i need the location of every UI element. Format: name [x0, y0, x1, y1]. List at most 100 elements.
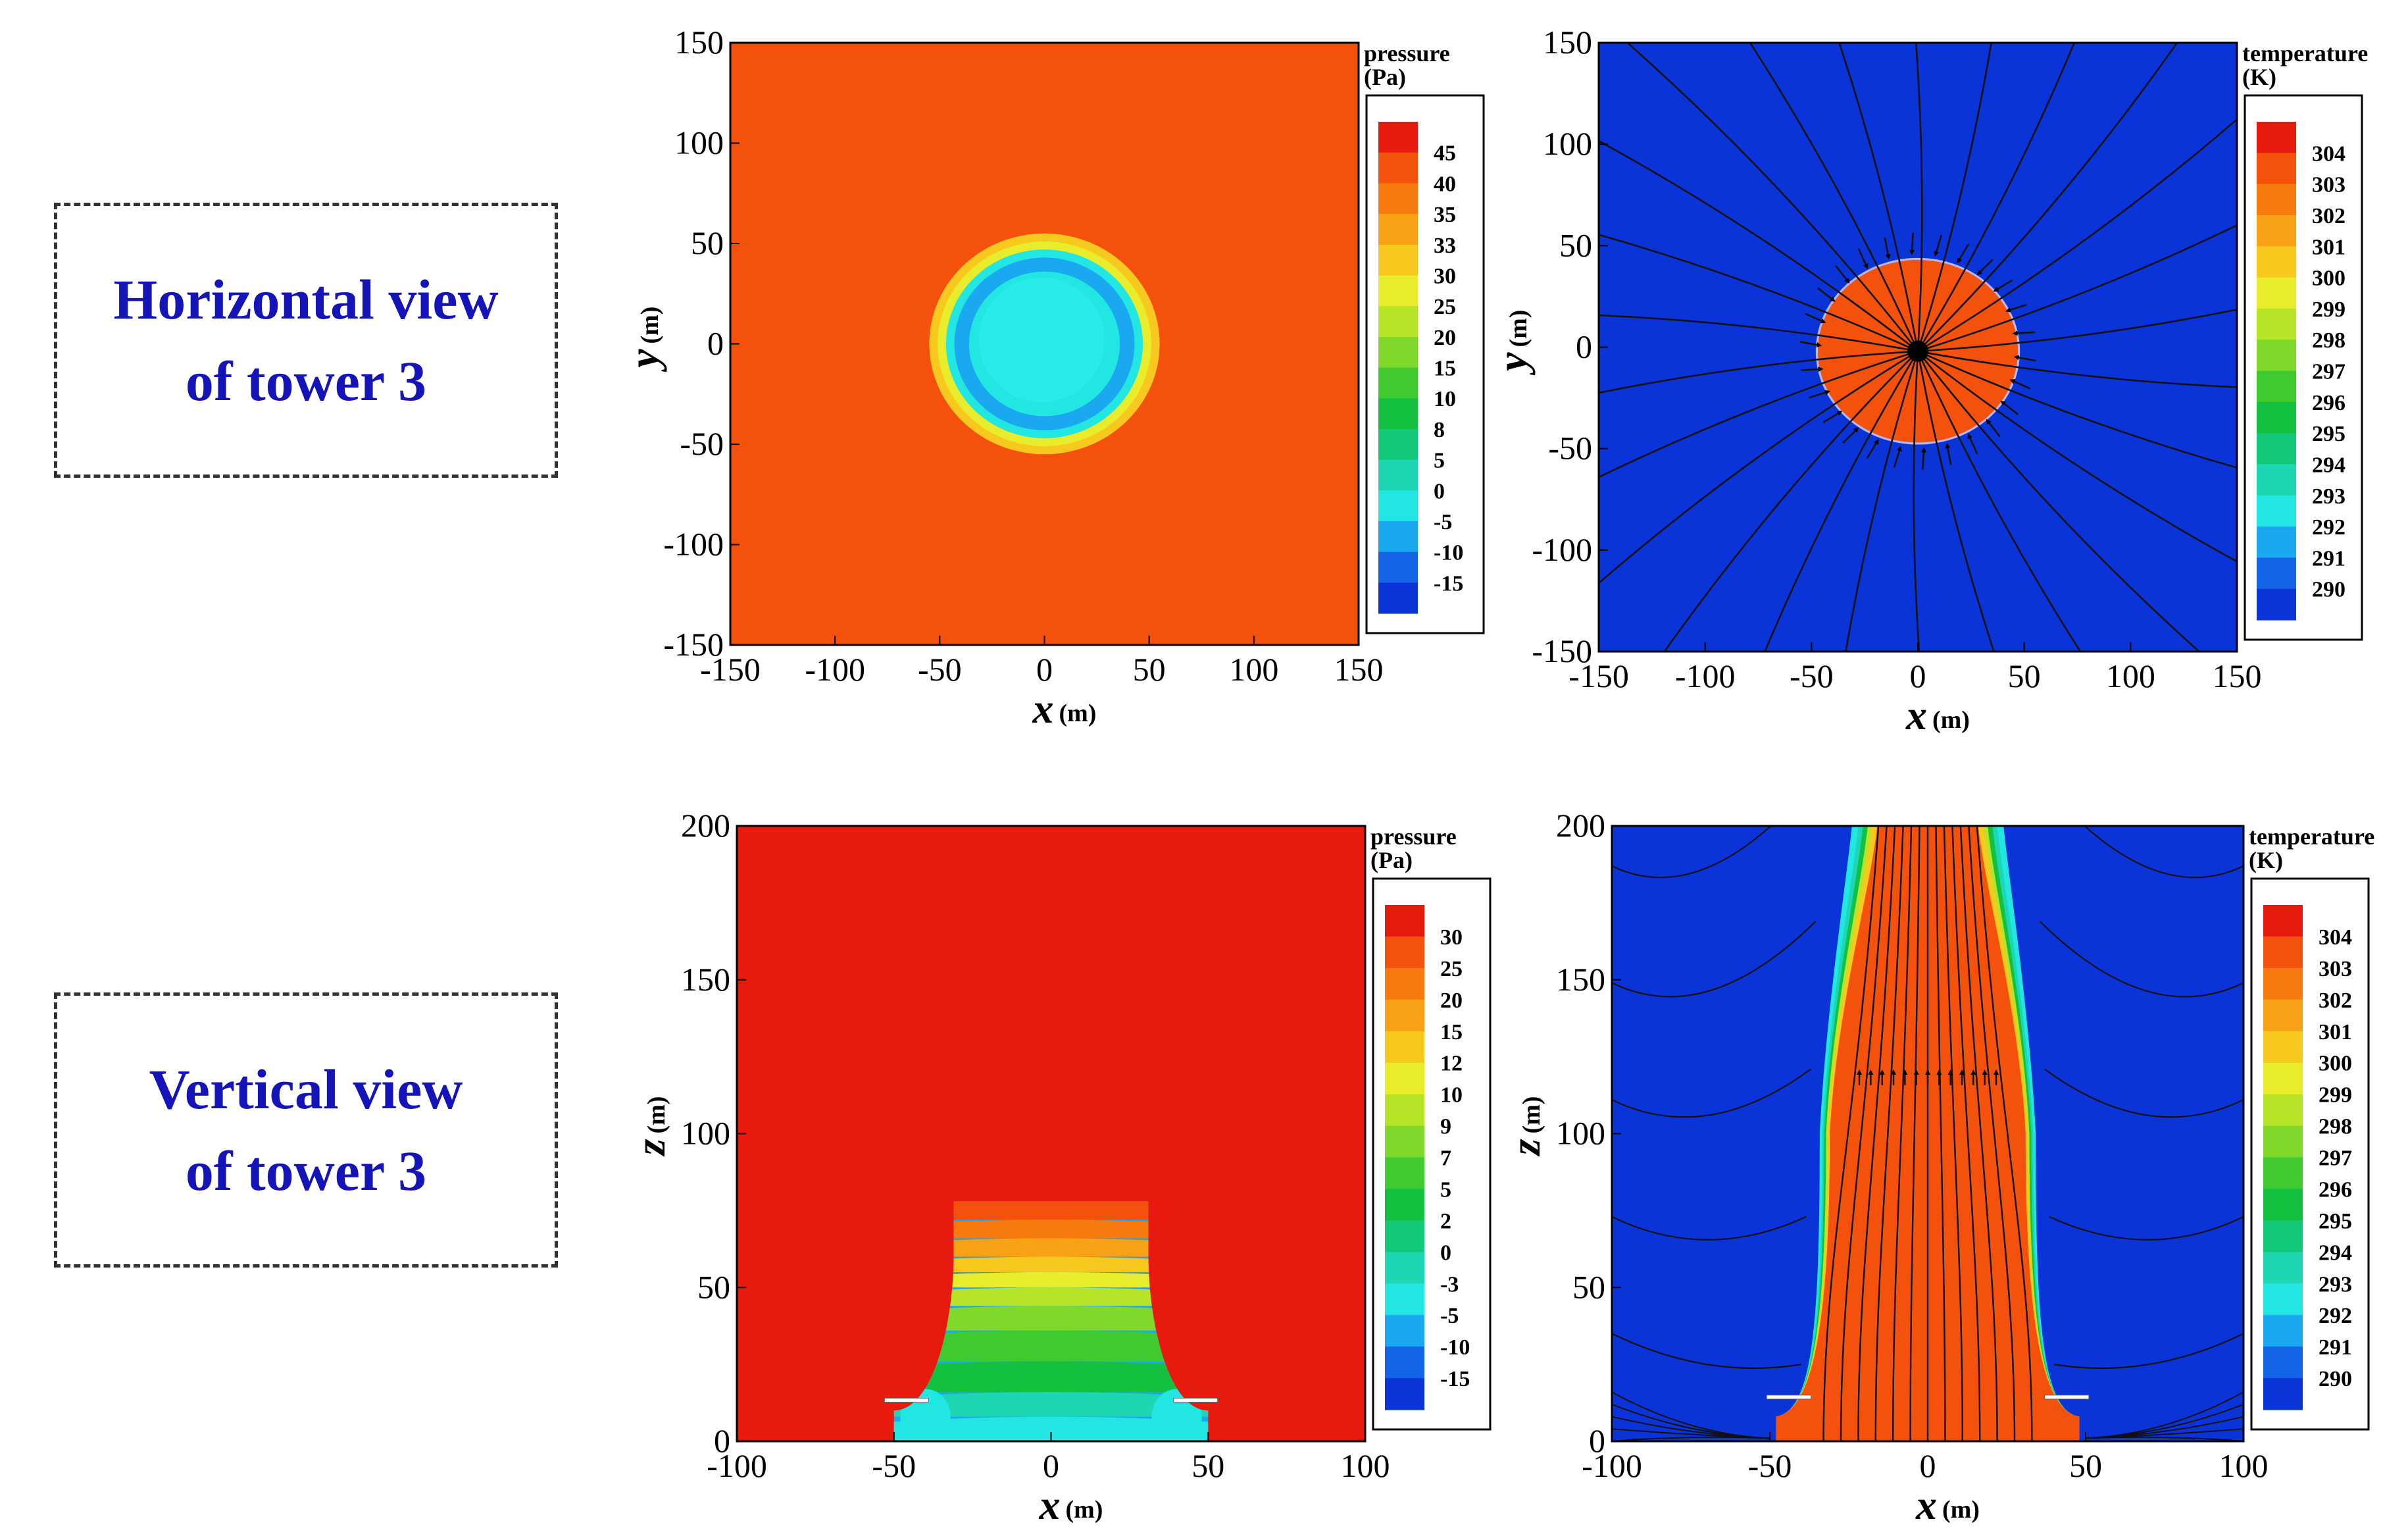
v-temperature-colorbar-swatch [2263, 1220, 2303, 1252]
v-temperature-outer-streamline [1612, 1068, 1812, 1118]
v-temperature-outer-streamline [2083, 826, 2244, 879]
v-pressure-band [893, 1238, 1209, 1257]
h-pressure-core [979, 277, 1105, 403]
h-temperature-colorbar-swatch [2257, 557, 2296, 590]
h-temperature-xaxis-unit: (m) [1932, 706, 1970, 734]
v-pressure-ledge-left [884, 1398, 929, 1403]
h-temperature-axes: -150 -100 -50 0 50 100 150 -150 -100 -50 0 50 100 150… [1489, 24, 2262, 738]
h-temperature-ytick-label: -150 [1532, 632, 1592, 669]
v-temperature-streamline [1951, 826, 1981, 1441]
v-pressure-colorbar-level: 10 [1440, 1083, 1463, 1108]
v-temperature-colorbar-level: 292 [2319, 1304, 2352, 1328]
h-temperature-flow-arrow [1835, 265, 1850, 284]
h-temperature-colorbar-swatch [2257, 464, 2296, 496]
v-temperature-colorbar-level: 290 [2319, 1367, 2352, 1391]
v-pressure-ytick-label: 150 [681, 961, 730, 998]
v-temperature-streamline [1909, 826, 1920, 1441]
h-temperature-streamline [1599, 140, 1919, 352]
h-pressure-colorbar-level: 30 [1434, 264, 1456, 288]
h-temperature-colorbar-level: 303 [2312, 173, 2345, 197]
h-temperature-streamline [1599, 350, 1919, 394]
h-temperature-flow-arrow [1920, 447, 1926, 470]
v-temperature-xtick-label: 50 [2069, 1447, 2102, 1484]
h-temperature-streamline [1917, 43, 2178, 352]
v-pressure-colorbar-swatch [1385, 1094, 1424, 1127]
h-temperature-flow-arrow [1976, 259, 1994, 276]
v-temperature-colorbar-level: 294 [2319, 1241, 2352, 1265]
v-temperature-colorbar-swatch [2263, 1252, 2303, 1284]
v-temperature-colorbar: temperature(K) 304 303 302 301 300 299 298 297 29… [2249, 823, 2374, 1431]
v-pressure-band [893, 1219, 1209, 1239]
v-temperature-outer-streamline [2053, 1333, 2244, 1369]
v-temperature-colorbar-level: 301 [2319, 1020, 2352, 1044]
v-temperature-base-streamline [1612, 1391, 1770, 1439]
h-temperature-flow-arrow [1809, 390, 1831, 399]
v-pressure-colorbar-level: 5 [1440, 1177, 1451, 1202]
h-temperature-streamline [1749, 43, 1919, 352]
h-pressure-colorbar-level: 15 [1434, 357, 1456, 381]
vertical-view-label: Vertical view of tower 3 [149, 1048, 463, 1212]
v-temperature-colorbar-level: 293 [2319, 1272, 2352, 1296]
h-temperature-streamline [1917, 43, 1992, 352]
v-temperature-xaxis-label: x [1915, 1481, 1937, 1528]
v-temperature-yaxis-unit: (m) [1518, 1096, 1545, 1134]
h-pressure-xtick-label: -100 [805, 651, 865, 688]
h-temperature-streamline [1915, 43, 1923, 351]
h-pressure-colorbar-swatch [1378, 428, 1418, 461]
v-temperature-base-streamline [2085, 1391, 2244, 1439]
v-temperature-xtick-label: 100 [2219, 1447, 2269, 1484]
v-pressure-xaxis-unit: (m) [1066, 1496, 1103, 1524]
v-temperature-outer-streamline [2044, 1068, 2244, 1118]
h-temperature-streamline [1599, 314, 1919, 352]
h-pressure-colorbar-swatch [1378, 336, 1418, 369]
h-pressure-colorbar-unit: (Pa) [1364, 64, 1406, 90]
h-pressure-ytick-label: -150 [663, 626, 724, 663]
h-temperature-colorbar-swatch [2257, 433, 2296, 465]
h-pressure-colorbar-swatch [1378, 152, 1418, 184]
h-pressure-colorbar-swatch [1378, 459, 1418, 491]
h-pressure-colorbar-level: 8 [1434, 418, 1445, 442]
v-pressure-xtick-label: 0 [1043, 1447, 1059, 1484]
v-temperature-streamline [1892, 826, 1913, 1441]
v-pressure-colorbar-level: -3 [1440, 1272, 1459, 1296]
v-pressure-band [893, 1392, 1209, 1417]
v-pressure-colorbar-level: 9 [1440, 1115, 1451, 1139]
v-temperature-streamline [1935, 826, 1946, 1441]
h-temperature-colorbar-level: 292 [2312, 515, 2345, 540]
h-temperature-streamline [1599, 350, 1919, 478]
h-temperature-streamlines [1599, 43, 2237, 652]
h-pressure-ytick-label: -100 [663, 526, 724, 563]
h-temperature-ytick-label: 100 [1543, 125, 1592, 162]
v-temperature-colorbar-unit: (K) [2249, 847, 2283, 873]
v-pressure-band [893, 1361, 1209, 1393]
v-temperature-yaxis-title: z (m) [1502, 1096, 1549, 1157]
h-temperature-flow-arrow [1945, 442, 1952, 465]
h-temperature-flow-arrow [1866, 439, 1879, 459]
v-temperature-outer-streamline [1612, 1333, 1802, 1369]
h-pressure-colorbar-level: -15 [1434, 571, 1463, 596]
v-temperature-colorbar-swatch [2263, 967, 2303, 1000]
v-pressure-colorbar-level: 20 [1440, 988, 1463, 1013]
v-pressure-colorbar-swatch [1385, 1157, 1424, 1190]
h-temperature-colorbar-swatch [2257, 122, 2296, 153]
h-temperature-colorbar-level: 304 [2312, 141, 2345, 166]
h-pressure-ytick-label: 50 [691, 224, 724, 261]
v-pressure-colorbar-level: -10 [1440, 1335, 1470, 1360]
v-temperature-colorbar-level: 296 [2319, 1177, 2352, 1202]
h-temperature-streamline [1917, 309, 2237, 352]
h-temperature-colorbar-swatch [2257, 184, 2296, 216]
h-temperature-colorbar-title: temperature [2242, 40, 2368, 66]
h-pressure-xtick-label: 100 [1229, 651, 1278, 688]
h-temperature-colorbar: temperature(K) 304 303 302 301 300 299 298 297 29… [2242, 40, 2368, 641]
v-pressure-colorbar-level: 0 [1440, 1241, 1451, 1265]
v-pressure-band [893, 1416, 1209, 1441]
h-temperature-colorbar-level: 291 [2312, 546, 2345, 571]
v-pressure-ytick-label: 100 [681, 1115, 730, 1152]
h-temperature-streamline [1599, 350, 1919, 584]
h-temperature-flow-arrow [1884, 237, 1891, 260]
h-temperature-streamline [1845, 351, 1919, 652]
v-temperature-colorbar-level: 291 [2319, 1335, 2352, 1360]
vertical-view-label-box: Vertical view of tower 3 [54, 992, 558, 1268]
